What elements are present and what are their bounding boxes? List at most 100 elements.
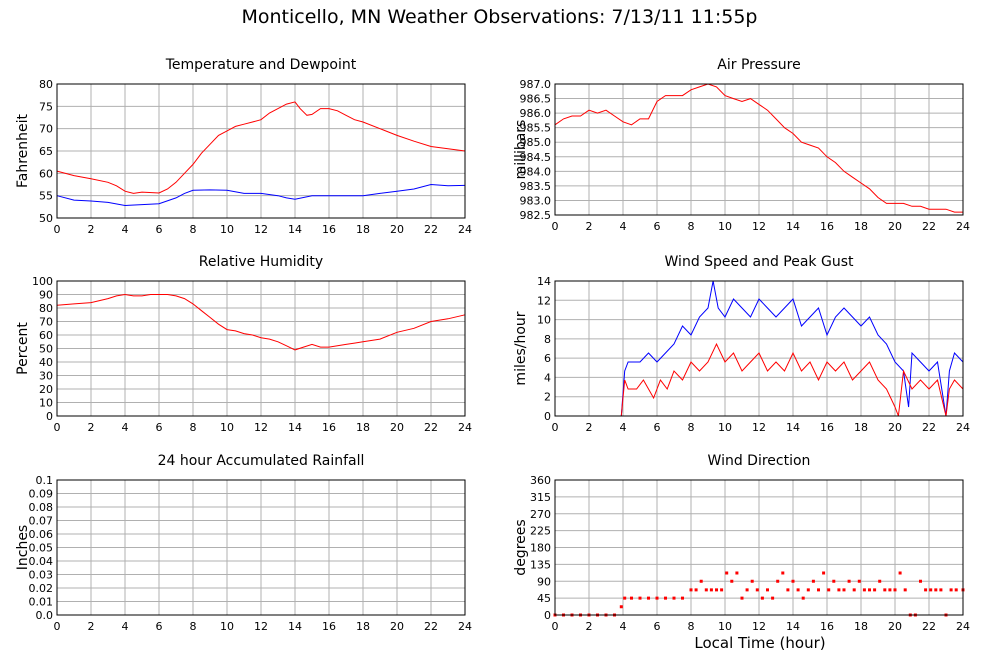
y-tick-label: 986.5 bbox=[520, 93, 552, 106]
y-tick-label: 986.0 bbox=[520, 107, 552, 120]
scatter-point bbox=[796, 588, 800, 592]
scatter-point bbox=[750, 579, 754, 583]
x-tick-label: 22 bbox=[424, 223, 438, 236]
scatter-point bbox=[740, 596, 744, 600]
x-tick-label: 10 bbox=[718, 220, 732, 233]
scatter-point bbox=[786, 588, 790, 592]
chart-title: Wind Direction bbox=[708, 453, 811, 469]
scatter-point bbox=[781, 571, 785, 575]
x-tick-label: 20 bbox=[888, 620, 902, 633]
x-tick-label: 0 bbox=[552, 220, 559, 233]
plot-frame bbox=[554, 83, 964, 216]
x-tick-label: 6 bbox=[156, 223, 163, 236]
x-tick-label: 18 bbox=[356, 620, 370, 633]
scatter-point bbox=[709, 588, 713, 592]
y-tick-label: 180 bbox=[530, 542, 551, 555]
y-tick-label: 14 bbox=[537, 275, 551, 288]
y-tick-label: 360 bbox=[530, 474, 551, 487]
x-tick-label: 24 bbox=[956, 421, 970, 434]
y-tick-label: 6 bbox=[544, 352, 551, 365]
chart-title: 24 hour Accumulated Rainfall bbox=[158, 453, 365, 469]
x-tick-label: 14 bbox=[288, 223, 302, 236]
x-tick-label: 10 bbox=[718, 421, 732, 434]
scatter-point bbox=[939, 588, 943, 592]
scatter-point bbox=[771, 596, 775, 600]
x-tick-label: 8 bbox=[688, 421, 695, 434]
x-tick-label: 0 bbox=[552, 421, 559, 434]
scatter-point bbox=[924, 588, 928, 592]
y-tick-label: 10 bbox=[537, 314, 551, 327]
scatter-point bbox=[619, 605, 623, 609]
y-tick-label: 55 bbox=[39, 190, 53, 203]
y-tick-label: 0.07 bbox=[29, 515, 54, 528]
x-tick-label: 12 bbox=[752, 220, 766, 233]
y-tick-label: 90 bbox=[39, 289, 53, 302]
x-tick-label: 2 bbox=[88, 421, 95, 434]
y-tick-label: 70 bbox=[39, 123, 53, 136]
x-tick-label: 24 bbox=[458, 421, 472, 434]
scatter-point bbox=[888, 588, 892, 592]
x-tick-label: 18 bbox=[854, 220, 868, 233]
x-tick-label: 8 bbox=[688, 220, 695, 233]
chart-title: Air Pressure bbox=[717, 57, 800, 73]
scatter-point bbox=[715, 588, 718, 592]
y-tick-label: 60 bbox=[39, 167, 53, 180]
x-tick-label: 12 bbox=[752, 620, 766, 633]
x-tick-label: 10 bbox=[718, 620, 732, 633]
chart-title: Wind Speed and Peak Gust bbox=[665, 254, 854, 270]
scatter-point bbox=[878, 579, 882, 583]
scatter-point bbox=[791, 579, 795, 583]
series-line-0 bbox=[56, 293, 466, 351]
x-tick-label: 12 bbox=[254, 421, 268, 434]
y-axis-label: Inches bbox=[15, 525, 31, 570]
x-tick-label: 8 bbox=[190, 223, 197, 236]
scatter-point bbox=[929, 588, 933, 592]
x-tick-label: 18 bbox=[854, 421, 868, 434]
y-tick-label: 0.03 bbox=[29, 569, 54, 582]
y-tick-label: 270 bbox=[530, 508, 551, 521]
y-tick-label: 0.1 bbox=[36, 474, 54, 487]
y-tick-label: 45 bbox=[537, 592, 551, 605]
y-tick-label: 0.0 bbox=[36, 609, 54, 622]
x-tick-label: 16 bbox=[820, 220, 834, 233]
scatter-point bbox=[873, 588, 877, 592]
y-tick-label: 985.0 bbox=[520, 136, 552, 149]
scatter-point bbox=[766, 588, 769, 592]
x-tick-label: 2 bbox=[88, 223, 95, 236]
x-tick-label: 24 bbox=[458, 620, 472, 633]
y-tick-label: 75 bbox=[39, 100, 53, 113]
scatter-point bbox=[903, 588, 907, 592]
scatter-point bbox=[801, 596, 805, 600]
x-tick-label: 8 bbox=[190, 620, 197, 633]
x-tick-label: 12 bbox=[752, 421, 766, 434]
x-tick-label: 14 bbox=[288, 620, 302, 633]
y-tick-label: 70 bbox=[39, 316, 53, 329]
scatter-point bbox=[832, 579, 836, 583]
x-tick-label: 6 bbox=[156, 620, 163, 633]
chart-temp: 0 2 4 6 8 10 12 14 16 18 20 22 2450556065707580Tempe… bbox=[15, 57, 472, 236]
series-line-0 bbox=[554, 83, 963, 213]
x-tick-label: 4 bbox=[122, 620, 129, 633]
x-tick-label: 24 bbox=[956, 620, 970, 633]
x-tick-label: 18 bbox=[356, 421, 370, 434]
x-tick-label: 12 bbox=[254, 223, 268, 236]
plot-frame bbox=[56, 280, 466, 417]
x-tick-label: 12 bbox=[254, 620, 268, 633]
y-tick-label: 984.0 bbox=[520, 165, 552, 178]
y-tick-label: 80 bbox=[39, 302, 53, 315]
scatter-point bbox=[735, 571, 739, 575]
chart-pressure: 0 2 4 6 8 10 12 14 16 18 20 22 24982.5983.0983.5984.… bbox=[513, 57, 970, 233]
y-tick-label: 0.06 bbox=[29, 528, 54, 541]
scatter-point bbox=[623, 596, 627, 600]
y-tick-label: 315 bbox=[530, 491, 551, 504]
scatter-point bbox=[655, 596, 659, 600]
y-tick-label: 0.05 bbox=[29, 542, 54, 555]
x-tick-label: 18 bbox=[356, 223, 370, 236]
scatter-point bbox=[755, 588, 759, 592]
scatter-point bbox=[760, 596, 764, 600]
y-tick-label: 60 bbox=[39, 329, 53, 342]
y-tick-label: 0.04 bbox=[29, 555, 54, 568]
y-tick-label: 80 bbox=[39, 78, 53, 91]
scatter-point bbox=[868, 588, 871, 592]
scatter-point bbox=[672, 596, 676, 600]
